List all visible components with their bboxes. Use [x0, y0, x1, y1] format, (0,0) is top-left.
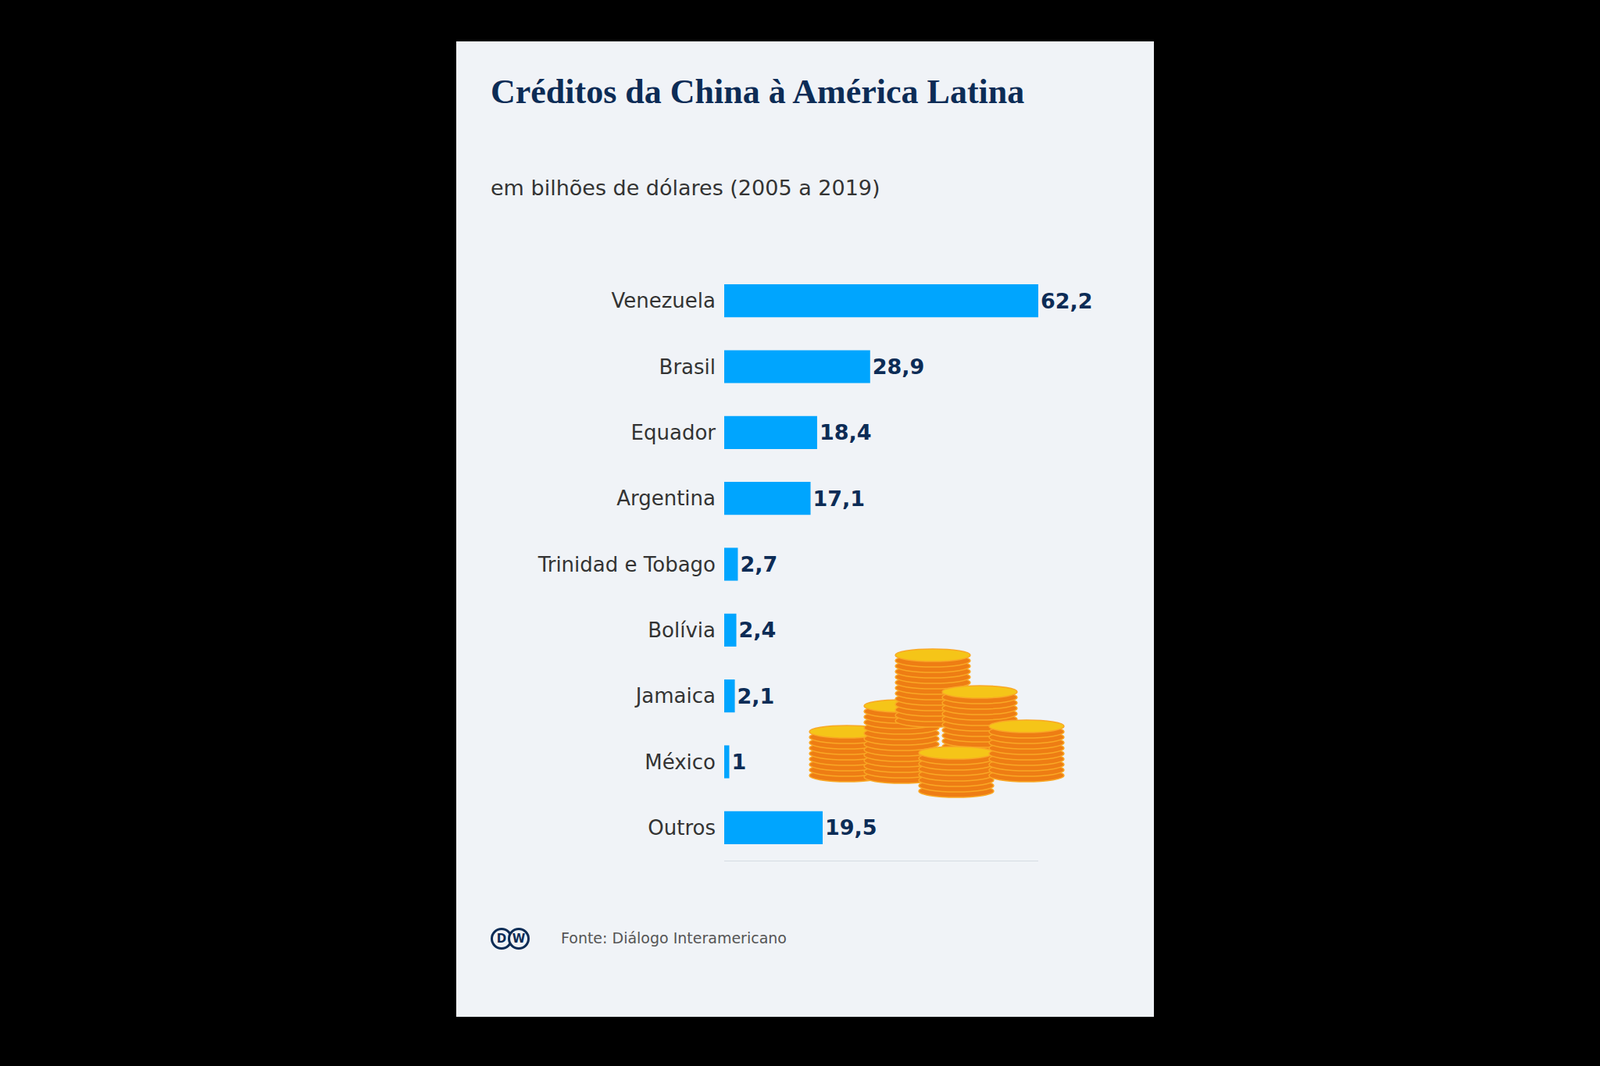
- svg-text:Venezuela: Venezuela: [610, 289, 716, 313]
- svg-text:18,4: 18,4: [819, 420, 872, 445]
- svg-text:Trinidad e Tobago: Trinidad e Tobago: [537, 553, 716, 577]
- html-text:Fonte: Diálogo Interamericano: Fonte: Diálogo Interamericano: [560, 929, 787, 947]
- svg-text:2,1: 2,1: [737, 684, 775, 709]
- svg-text:62,2: 62,2: [1040, 289, 1093, 314]
- svg-text:2,7: 2,7: [739, 552, 778, 577]
- svg-text:28,9: 28,9: [872, 354, 925, 379]
- svg-text:Outros: Outros: [647, 816, 716, 840]
- html-text:em bilhões de dólares (2005 a: em bilhões de dólares (2005 a 2019): [490, 175, 881, 200]
- svg-text:2,4: 2,4: [739, 617, 777, 643]
- svg-text:Equador: Equador: [631, 421, 717, 445]
- html-text:D W: D W: [496, 932, 526, 947]
- svg-text:Bolívia: Bolívia: [647, 618, 716, 643]
- svg-text:Jamaica: Jamaica: [634, 684, 716, 708]
- svg-text:Créditos da China à América La: Créditos da China à América Latina: [490, 72, 1025, 111]
- svg-text:1: 1: [731, 750, 747, 775]
- svg-text:Argentina: Argentina: [616, 486, 716, 511]
- svg-text:17,1: 17,1: [813, 486, 866, 511]
- svg-text:México: México: [644, 750, 716, 775]
- svg-text:Brasil: Brasil: [659, 355, 716, 379]
- svg-text:19,5: 19,5: [825, 815, 878, 840]
